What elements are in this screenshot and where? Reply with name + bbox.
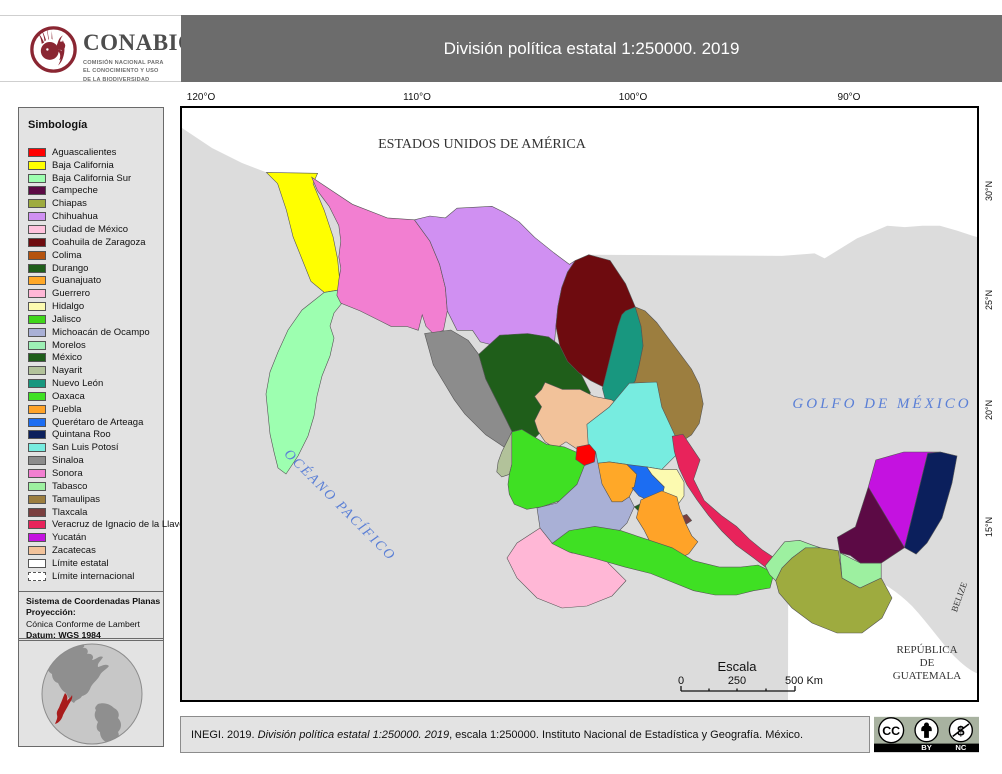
svg-text:BY: BY — [921, 743, 932, 752]
svg-text:GOLFO DE MÉXICO: GOLFO DE MÉXICO — [792, 395, 971, 412]
svg-text:$: $ — [957, 723, 965, 738]
svg-text:GUATEMALA: GUATEMALA — [893, 670, 961, 682]
svg-text:0: 0 — [678, 675, 684, 687]
svg-text:500 Km: 500 Km — [785, 675, 823, 687]
svg-text:CC: CC — [882, 724, 900, 738]
svg-text:REPÚBLICA: REPÚBLICA — [896, 644, 957, 656]
svg-text:ESTADOS UNIDOS DE AMÉRICA: ESTADOS UNIDOS DE AMÉRICA — [378, 135, 587, 152]
svg-text:250: 250 — [728, 675, 746, 687]
svg-text:NC: NC — [955, 743, 967, 752]
svg-text:DE: DE — [920, 657, 935, 669]
svg-text:Escala: Escala — [717, 659, 757, 674]
